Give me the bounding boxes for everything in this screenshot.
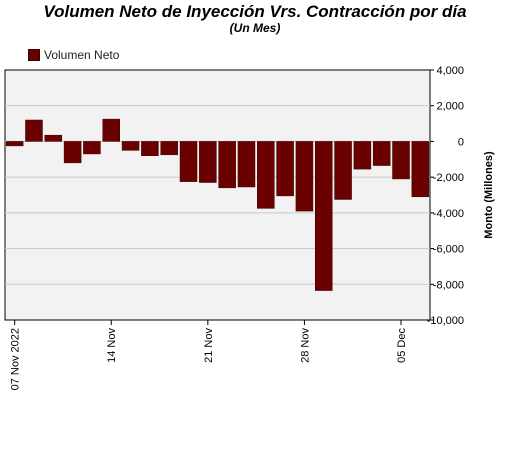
bar-11 xyxy=(218,141,236,189)
bar-7 xyxy=(141,141,159,156)
y-tick-label-5: -6,000 xyxy=(433,244,464,256)
bar-18 xyxy=(353,141,372,170)
bar-1 xyxy=(25,119,43,142)
legend-label: Volumen Neto xyxy=(44,48,120,62)
x-tick-label-4: 05 Dec xyxy=(396,328,408,363)
bar-16 xyxy=(315,141,333,291)
bar-17 xyxy=(334,141,352,200)
bar-19 xyxy=(372,141,391,166)
bar-4 xyxy=(83,141,101,155)
y-tick-label-2: 0 xyxy=(458,136,464,148)
x-tick-label-1: 14 Nov xyxy=(106,328,118,363)
bar-3 xyxy=(63,141,82,164)
bar-13 xyxy=(257,141,275,209)
bar-8 xyxy=(160,141,178,156)
bar-21 xyxy=(411,141,430,198)
y-tick-label-3: -2,000 xyxy=(433,172,464,184)
bar-12 xyxy=(237,141,256,188)
bar-5 xyxy=(102,118,120,142)
y-tick-label-6: -8,000 xyxy=(433,279,464,291)
legend-swatch xyxy=(28,49,40,61)
y-tick-label-0: 4,000 xyxy=(436,65,464,77)
y-axis: 4,000 2,000 0 -2,000 -4,000 -6,000 -8,000 -10,0… xyxy=(427,65,464,327)
chart-subtitle: (Un Mes) xyxy=(229,21,281,35)
plot-background xyxy=(4,69,431,321)
bar-6 xyxy=(121,141,140,151)
bar-9 xyxy=(179,141,198,182)
x-tick-label-0: 07 Nov 2022 xyxy=(10,328,22,390)
y-tick-label-7: -10,000 xyxy=(427,315,464,327)
y-tick-label-4: -4,000 xyxy=(433,208,464,220)
plot-area xyxy=(4,69,431,321)
bar-14 xyxy=(276,141,294,197)
legend: Volumen Neto xyxy=(28,48,119,62)
y-axis-label: Monto (Millones) xyxy=(483,151,495,239)
bar-0 xyxy=(5,141,24,147)
x-axis: 07 Nov 2022 14 Nov 21 Nov 28 Nov 05 Dec xyxy=(10,320,408,390)
x-tick-label-3: 28 Nov xyxy=(299,328,311,363)
bar-15 xyxy=(295,141,314,212)
bar-20 xyxy=(392,141,410,180)
bars xyxy=(5,118,430,291)
y-tick-label-1: 2,000 xyxy=(436,101,464,113)
chart-title: Volumen Neto de Inyección Vrs. Contracci… xyxy=(43,2,467,21)
bar-10 xyxy=(199,141,217,183)
bar-2 xyxy=(44,134,63,142)
x-tick-label-2: 21 Nov xyxy=(203,328,215,363)
